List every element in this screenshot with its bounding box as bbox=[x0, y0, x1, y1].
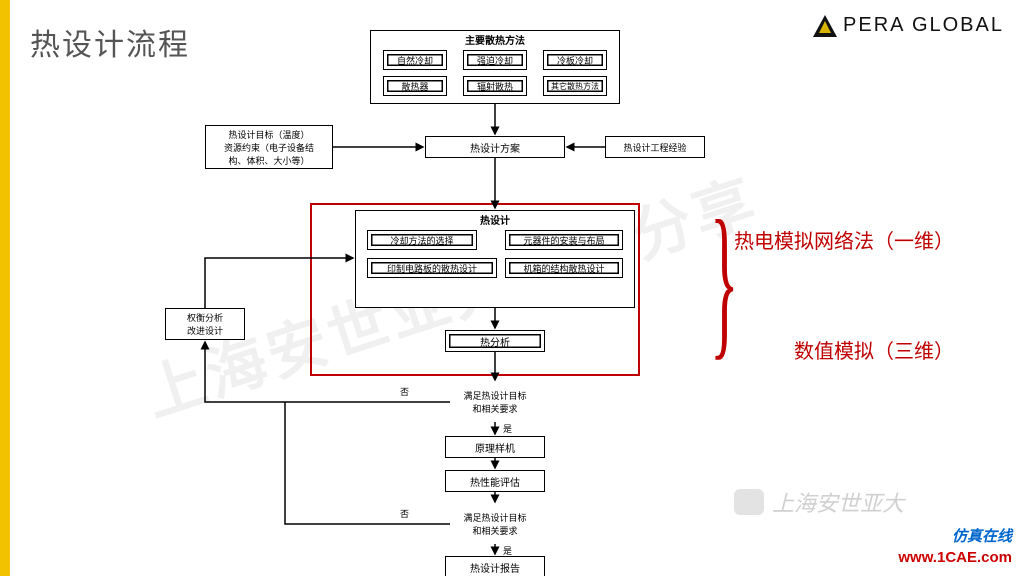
node-constraints: 热设计目标（温度） 资源约束（电子设备结 构、体积、大小等） bbox=[205, 125, 333, 169]
flowchart: 主要散热方法 自然冷却 强迫冷却 冷板冷却 散热器 辐射散热 其它散热方法 热设… bbox=[205, 30, 715, 570]
source-name: 仿真在线 bbox=[952, 525, 1012, 546]
node-coldplate: 冷板冷却 bbox=[543, 50, 607, 70]
node-decision-2: 满足热设计目标 和相关要求 bbox=[450, 504, 540, 544]
label-decision-2: 满足热设计目标 和相关要求 bbox=[463, 511, 526, 537]
node-report: 热设计报告 bbox=[445, 556, 545, 576]
label-no-2: 否 bbox=[400, 507, 409, 520]
node-scheme: 热设计方案 bbox=[425, 136, 565, 158]
node-prototype: 原理样机 bbox=[445, 436, 545, 458]
annotation-3d: 数值模拟（三维） bbox=[794, 335, 954, 364]
node-decision-1: 满足热设计目标 和相关要求 bbox=[450, 382, 540, 422]
source-url: www.1CAE.com bbox=[898, 549, 1012, 566]
node-chassis-thermal: 机箱的结构散热设计 bbox=[505, 258, 623, 278]
bracket-icon: } bbox=[710, 195, 739, 365]
wechat-icon bbox=[734, 489, 764, 515]
node-heatsink: 散热器 bbox=[383, 76, 447, 96]
label-yes-2: 是 bbox=[503, 544, 512, 557]
node-balance: 权衡分析 改进设计 bbox=[165, 308, 245, 340]
wechat-text: 上海安世亚大 bbox=[772, 486, 904, 518]
label-yes-1: 是 bbox=[503, 422, 512, 435]
label-methods-group: 主要散热方法 bbox=[465, 32, 525, 47]
node-experience: 热设计工程经验 bbox=[605, 136, 705, 158]
logo-text: PERA GLOBAL bbox=[843, 14, 1004, 37]
node-natural-cooling: 自然冷却 bbox=[383, 50, 447, 70]
label-decision-1: 满足热设计目标 和相关要求 bbox=[463, 389, 526, 415]
node-component-layout: 元器件的安装与布局 bbox=[505, 230, 623, 250]
label-no-1: 否 bbox=[400, 385, 409, 398]
wechat-attribution: 上海安世亚大 bbox=[734, 486, 904, 518]
node-evaluation: 热性能评估 bbox=[445, 470, 545, 492]
logo-triangle-icon bbox=[813, 15, 837, 37]
node-cooling-selection: 冷却方法的选择 bbox=[367, 230, 477, 250]
label-design-group: 热设计 bbox=[480, 212, 510, 227]
source-text: 仿真在线 bbox=[952, 525, 1012, 546]
node-other-method: 其它散热方法 bbox=[543, 76, 607, 96]
sidebar-accent bbox=[0, 0, 10, 576]
page-title: 热设计流程 bbox=[30, 20, 190, 64]
node-pcb-thermal: 印制电路板的散热设计 bbox=[367, 258, 497, 278]
source-url-text: www.1CAE.com bbox=[898, 549, 1012, 566]
brand-logo: PERA GLOBAL bbox=[813, 14, 1004, 37]
node-analysis: 热分析 bbox=[445, 330, 545, 352]
annotation-1d: 热电模拟网络法（一维） bbox=[734, 225, 954, 254]
node-forced-cooling: 强迫冷却 bbox=[463, 50, 527, 70]
node-radiation: 辐射散热 bbox=[463, 76, 527, 96]
